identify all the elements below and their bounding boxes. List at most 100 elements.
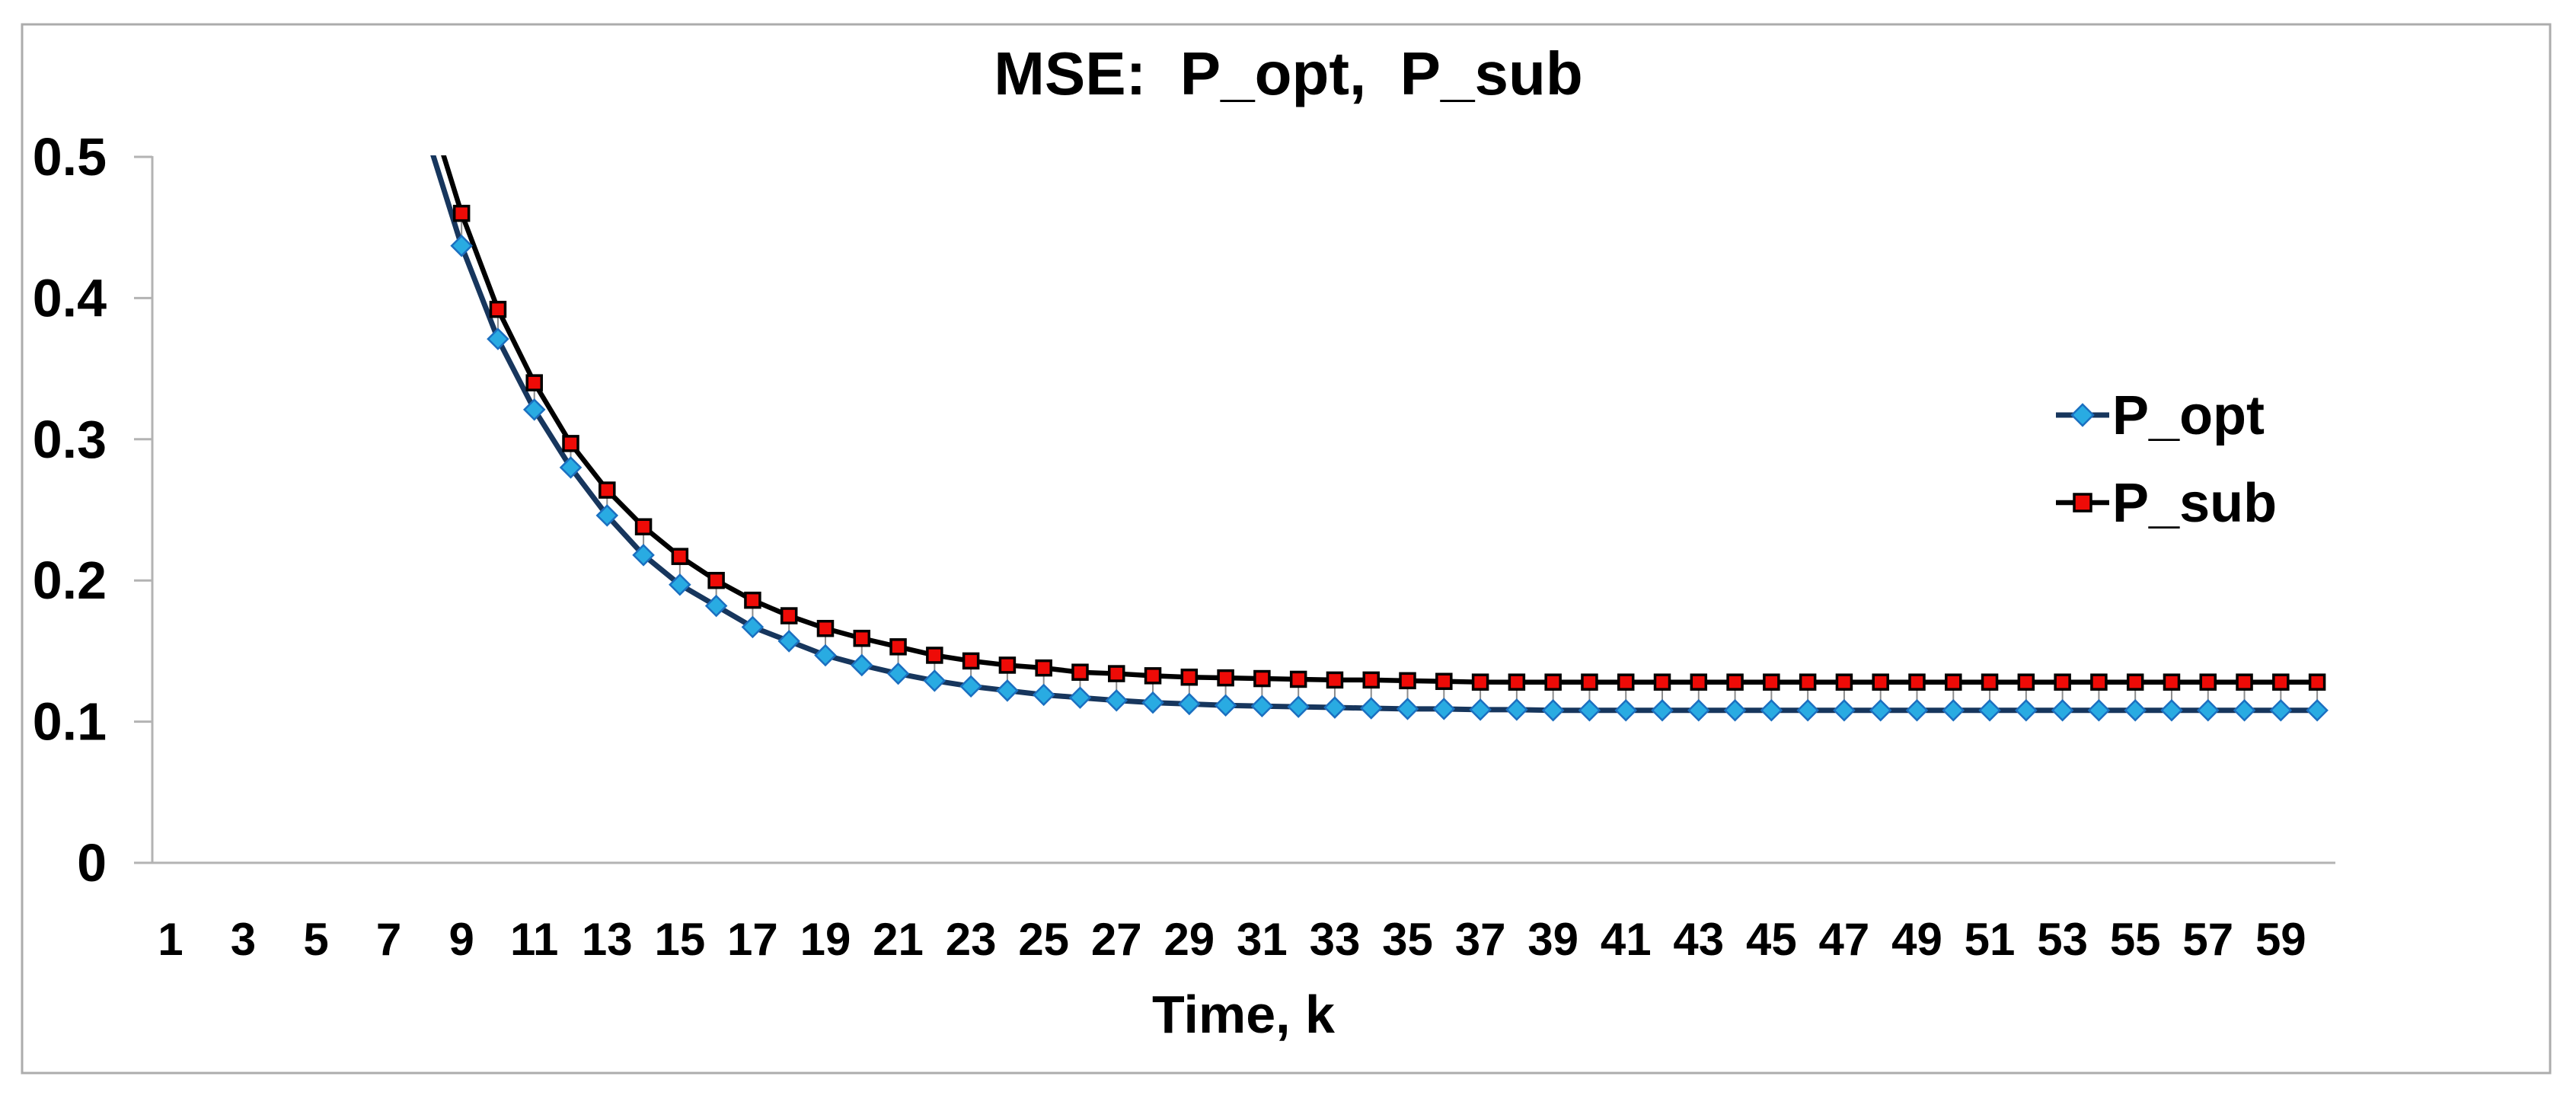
- marker-diamond-p_opt[interactable]: [1178, 692, 1201, 716]
- marker-diamond-p_opt[interactable]: [851, 653, 873, 677]
- marker-diamond-p_opt[interactable]: [2160, 699, 2183, 722]
- marker-diamond-p_opt[interactable]: [814, 644, 837, 667]
- marker-diamond-p_opt[interactable]: [1760, 699, 1783, 722]
- marker-square-p_sub[interactable]: [1471, 673, 1489, 691]
- marker-diamond-p_opt[interactable]: [450, 235, 473, 257]
- marker-square-p_sub[interactable]: [2199, 673, 2217, 691]
- marker-square-p_sub[interactable]: [1690, 673, 1708, 691]
- marker-square-p_sub[interactable]: [2090, 673, 2108, 691]
- marker-diamond-p_opt[interactable]: [595, 504, 619, 527]
- marker-diamond-p_opt[interactable]: [1942, 699, 1965, 722]
- marker-diamond-p_opt[interactable]: [923, 669, 946, 692]
- marker-diamond-p_opt[interactable]: [1323, 696, 1346, 719]
- marker-square-p_sub[interactable]: [1763, 673, 1780, 691]
- marker-diamond-p_opt[interactable]: [1723, 699, 1747, 722]
- marker-diamond-p_opt[interactable]: [1032, 683, 1055, 707]
- marker-square-p_sub[interactable]: [2272, 673, 2290, 691]
- marker-square-p_sub[interactable]: [2236, 673, 2253, 691]
- marker-square-p_sub[interactable]: [2017, 673, 2035, 691]
- marker-diamond-p_opt[interactable]: [1905, 699, 1929, 722]
- marker-diamond-p_opt[interactable]: [2269, 699, 2293, 722]
- legend-item-p-opt[interactable]: P_opt: [2056, 385, 2265, 446]
- marker-diamond-p_opt[interactable]: [2051, 699, 2074, 722]
- marker-square-p_sub[interactable]: [889, 638, 907, 656]
- legend-item-p-sub[interactable]: P_sub: [2056, 473, 2277, 534]
- marker-diamond-p_opt[interactable]: [1505, 698, 1528, 721]
- marker-diamond-p_opt[interactable]: [704, 594, 728, 618]
- marker-square-p_sub[interactable]: [1726, 673, 1744, 691]
- marker-diamond-p_opt[interactable]: [1105, 689, 1128, 712]
- marker-diamond-p_opt[interactable]: [1978, 699, 2001, 722]
- marker-diamond-p_opt[interactable]: [2124, 699, 2147, 722]
- marker-square-p_sub[interactable]: [2308, 673, 2326, 691]
- marker-square-p_sub[interactable]: [1362, 671, 1380, 689]
- marker-diamond-p_opt[interactable]: [1432, 698, 1456, 720]
- marker-diamond-p_opt[interactable]: [1287, 695, 1310, 718]
- marker-diamond-p_opt[interactable]: [1250, 695, 1274, 717]
- marker-diamond-p_opt[interactable]: [1833, 699, 1856, 722]
- marker-diamond-p_opt[interactable]: [2015, 699, 2038, 722]
- marker-square-p_sub[interactable]: [1508, 673, 1526, 691]
- marker-square-p_sub[interactable]: [1581, 673, 1598, 691]
- marker-square-p_sub[interactable]: [1908, 673, 1926, 691]
- marker-diamond-p_opt[interactable]: [2306, 699, 2329, 722]
- marker-square-p_sub[interactable]: [962, 652, 980, 670]
- marker-diamond-p_opt[interactable]: [669, 573, 691, 596]
- marker-square-p_sub[interactable]: [744, 591, 761, 609]
- marker-diamond-p_opt[interactable]: [1214, 694, 1237, 717]
- marker-square-p_sub[interactable]: [525, 374, 543, 391]
- marker-square-p_sub[interactable]: [707, 571, 725, 589]
- marker-diamond-p_opt[interactable]: [886, 662, 910, 685]
- marker-diamond-p_opt[interactable]: [2196, 699, 2220, 722]
- marker-diamond-p_opt[interactable]: [777, 630, 800, 653]
- marker-square-p_sub[interactable]: [1326, 671, 1344, 689]
- marker-diamond-p_opt[interactable]: [1541, 699, 1565, 722]
- marker-square-p_sub[interactable]: [452, 204, 471, 222]
- marker-square-p_sub[interactable]: [780, 607, 798, 624]
- marker-diamond-p_opt[interactable]: [1469, 698, 1492, 721]
- marker-square-p_sub[interactable]: [1799, 673, 1817, 691]
- marker-square-p_sub[interactable]: [562, 435, 579, 452]
- marker-diamond-p_opt[interactable]: [1359, 697, 1383, 720]
- marker-square-p_sub[interactable]: [1399, 672, 1416, 690]
- marker-diamond-p_opt[interactable]: [1396, 698, 1419, 720]
- marker-square-p_sub[interactable]: [2163, 673, 2181, 691]
- marker-square-p_sub[interactable]: [489, 300, 507, 318]
- marker-diamond-p_opt[interactable]: [1796, 699, 1819, 722]
- marker-diamond-p_opt[interactable]: [632, 544, 655, 567]
- marker-diamond-p_opt[interactable]: [959, 675, 982, 698]
- marker-square-p_sub[interactable]: [1945, 673, 1962, 691]
- marker-square-p_sub[interactable]: [1653, 673, 1671, 691]
- marker-square-p_sub[interactable]: [998, 656, 1017, 674]
- marker-diamond-p_opt[interactable]: [996, 679, 1019, 702]
- marker-square-p_sub[interactable]: [1872, 673, 1889, 691]
- marker-square-p_sub[interactable]: [634, 518, 653, 535]
- marker-diamond-p_opt[interactable]: [1687, 699, 1710, 722]
- marker-square-p_sub[interactable]: [1217, 669, 1234, 687]
- marker-square-p_sub[interactable]: [926, 647, 943, 664]
- marker-diamond-p_opt[interactable]: [1068, 686, 1092, 709]
- marker-square-p_sub[interactable]: [1435, 672, 1453, 691]
- marker-diamond-p_opt[interactable]: [487, 327, 509, 350]
- marker-square-p_sub[interactable]: [1289, 670, 1307, 688]
- plot-area[interactable]: [152, 157, 2335, 863]
- marker-square-p_sub[interactable]: [1071, 663, 1089, 681]
- marker-diamond-p_opt[interactable]: [1869, 699, 1892, 722]
- marker-square-p_sub[interactable]: [816, 619, 835, 637]
- marker-square-p_sub[interactable]: [1180, 668, 1199, 686]
- marker-square-p_sub[interactable]: [1544, 673, 1562, 691]
- marker-diamond-p_opt[interactable]: [522, 398, 546, 421]
- marker-diamond-p_opt[interactable]: [1578, 699, 1601, 722]
- marker-square-p_sub[interactable]: [2126, 673, 2144, 691]
- marker-square-p_sub[interactable]: [1253, 669, 1271, 688]
- chart-title[interactable]: MSE: P_opt, P_sub: [994, 40, 1582, 107]
- series-markers[interactable]: [415, 89, 2329, 722]
- marker-square-p_sub[interactable]: [1617, 673, 1635, 691]
- marker-diamond-p_opt[interactable]: [559, 456, 583, 479]
- marker-diamond-p_opt[interactable]: [1651, 699, 1674, 722]
- marker-diamond-p_opt[interactable]: [1141, 691, 1164, 714]
- marker-diamond-p_opt[interactable]: [2087, 699, 2111, 722]
- marker-square-p_sub[interactable]: [1108, 665, 1125, 682]
- marker-square-p_sub[interactable]: [1035, 659, 1052, 677]
- marker-square-p_sub[interactable]: [2054, 673, 2071, 691]
